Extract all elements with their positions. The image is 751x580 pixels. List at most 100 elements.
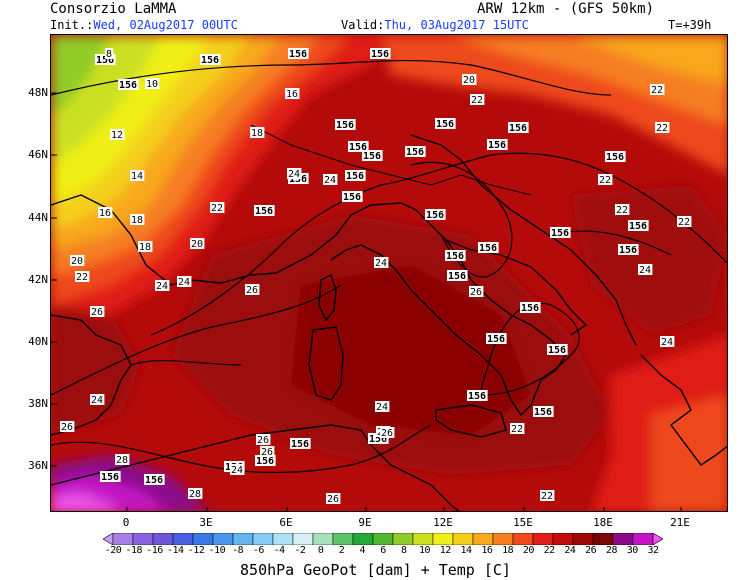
geopot-label: 156 — [256, 456, 274, 467]
temp-label: 20 — [463, 75, 475, 86]
forecast-lead: T=+39h — [668, 18, 712, 32]
geopot-label-bg — [345, 170, 366, 181]
temp-label: 22 — [651, 85, 663, 96]
lat-label-38n: 38N — [28, 397, 48, 410]
geopot-label-bg — [533, 406, 554, 417]
temp-label: 26 — [381, 428, 393, 439]
temp-label-bg — [256, 434, 271, 445]
temp-label: 22 — [599, 175, 611, 186]
init-value: Wed, 02Aug2017 00UTC — [93, 18, 238, 32]
temp-label-bg — [70, 255, 85, 266]
temp-label-bg — [155, 280, 170, 291]
geopot-label-bg — [118, 79, 139, 90]
colorbar-tick-label: 30 — [626, 545, 639, 556]
geopot-label: 156 — [371, 49, 389, 60]
lon-label-3e: 3E — [199, 516, 213, 529]
colorbar-tick-label: 0 — [317, 545, 324, 556]
colorbar-swatch — [192, 533, 214, 545]
temp-label-bg — [115, 454, 130, 465]
temp-label-bg — [210, 202, 225, 213]
temp-label-bg — [110, 129, 125, 140]
lon-label-6e: 6E — [279, 516, 293, 529]
geopot-label: 156 — [291, 439, 309, 450]
colorbar-swatch — [172, 533, 194, 545]
geopot-label: 156 — [629, 221, 647, 232]
geopot-label: 156 — [534, 407, 552, 418]
colorbar-arrow-left — [103, 533, 114, 545]
colorbar-tick-label: -10 — [208, 545, 226, 556]
colorbar-swatch — [592, 533, 614, 545]
colorbar-swatch — [552, 533, 574, 545]
colorbar-swatch — [112, 533, 134, 545]
temp-label-bg — [638, 264, 653, 275]
lat-label-36n: 36N — [28, 459, 48, 472]
colorbar-tick-label: 24 — [564, 545, 576, 556]
temp-label: 10 — [146, 79, 158, 90]
temp-label-bg — [285, 88, 300, 99]
temp-label-bg — [660, 336, 675, 347]
geopot-label: 156 — [363, 151, 381, 162]
model-title: ARW 12km - (GFS 50km) — [477, 1, 655, 17]
temp-label-bg — [510, 423, 525, 434]
colorbar-tick-label: -6 — [252, 545, 265, 556]
colorbar-tick-label: 16 — [481, 545, 493, 556]
colorbar-swatch — [512, 533, 534, 545]
colorbar-tick-label: 22 — [543, 545, 556, 556]
geopot-label-bg — [335, 119, 356, 130]
geopot-label-bg — [435, 118, 456, 129]
temp-label: 24 — [376, 402, 388, 413]
lat-label-40n: 40N — [28, 335, 48, 348]
geopot-label: 156 — [479, 243, 497, 254]
temp-label: 22 — [76, 272, 88, 283]
lat-label-44n: 44N — [28, 211, 48, 224]
geopot-label: 156 — [426, 210, 444, 221]
colorbar-swatch — [452, 533, 474, 545]
temp-label: 22 — [211, 203, 223, 214]
colorbar-tick-label: 26 — [585, 545, 597, 556]
temp-label-bg — [650, 84, 665, 95]
colorbar-tick-label: 10 — [419, 545, 431, 556]
temp-label-bg — [130, 170, 145, 181]
colorbar — [103, 533, 663, 545]
colorbar-tick-label: 12 — [439, 545, 452, 556]
temp-label: 12 — [111, 130, 123, 141]
init-time: Init.:Wed, 02Aug2017 00UTC — [50, 18, 238, 32]
temp-label-bg — [138, 241, 153, 252]
geopot-label: 156 — [448, 271, 466, 282]
geopot-label-bg — [290, 438, 311, 449]
temp-label: 8 — [106, 49, 112, 60]
temp-label-bg — [655, 122, 670, 133]
temp-label: 24 — [231, 465, 243, 476]
geopot-label: 156 — [619, 245, 637, 256]
geopot-label: 156 — [446, 251, 464, 262]
temp-label-bg — [260, 446, 275, 457]
lon-label-21e: 21E — [670, 516, 690, 529]
geopot-label-bg — [628, 220, 649, 231]
geopot-label: 156 — [289, 174, 307, 185]
init-label: Init.: — [50, 18, 94, 32]
lon-label-9e: 9E — [358, 516, 372, 529]
temp-label-bg — [188, 488, 203, 499]
temp-label: 26 — [327, 494, 339, 505]
colorbar-swatch — [472, 533, 494, 545]
temp-label: 26 — [91, 307, 103, 318]
temp-label-bg — [90, 306, 105, 317]
temp-label: 14 — [131, 171, 143, 182]
temp-label: 22 — [678, 217, 690, 228]
colorbar-swatch — [412, 533, 434, 545]
temp-label-bg — [250, 127, 265, 138]
temp-label: 28 — [116, 455, 128, 466]
temp-label-bg — [470, 94, 485, 105]
temp-label: 24 — [178, 277, 190, 288]
geopot-label: 156 — [96, 55, 114, 66]
colorbar-tick-label: 20 — [522, 545, 535, 556]
lon-label-0: 0 — [122, 516, 130, 529]
colorbar-swatch — [232, 533, 254, 545]
geopot-label-bg — [254, 205, 275, 216]
colorbar-tick-label: 4 — [359, 545, 365, 556]
temp-label: 16 — [286, 89, 298, 100]
temp-label-bg — [105, 48, 114, 59]
temp-label: 24 — [324, 175, 336, 186]
geopot-label: 156 — [468, 391, 486, 402]
geopot-label: 156 — [201, 55, 219, 66]
